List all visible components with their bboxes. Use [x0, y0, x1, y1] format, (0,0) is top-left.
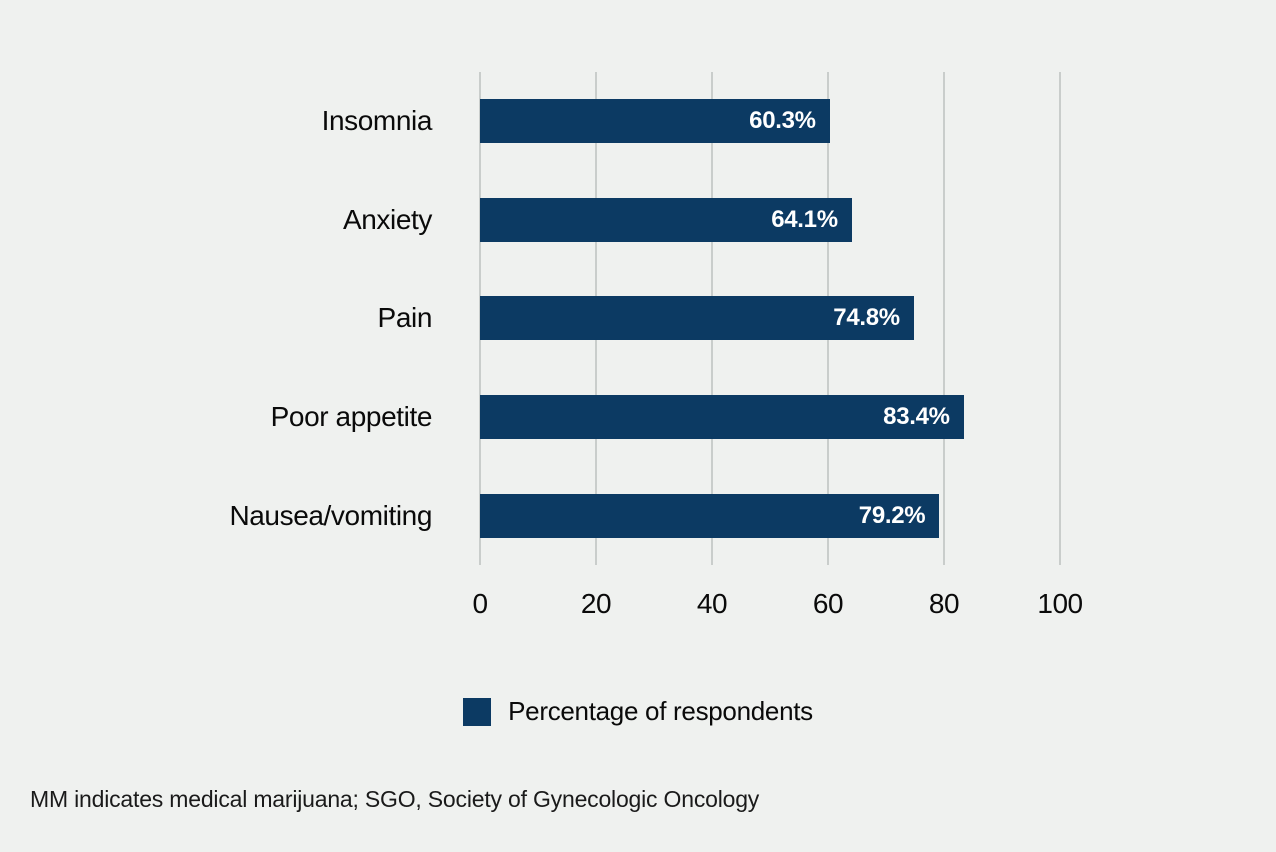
bar-nausea-vomiting: 79.2%: [480, 493, 940, 538]
category-label-poor-appetite: Poor appetite: [270, 401, 433, 433]
bar-anxiety: 64.1%: [480, 197, 852, 242]
category-label-insomnia: Insomnia: [321, 105, 433, 137]
bar-row: 60.3%: [480, 72, 1060, 171]
bar-insomnia: 60.3%: [480, 99, 830, 144]
category-label-anxiety: Anxiety: [342, 203, 432, 235]
gridline-100: [1059, 72, 1061, 565]
footnote: MM indicates medical marijuana; SGO, Soc…: [30, 786, 760, 812]
x-tick-40: 40: [696, 588, 728, 619]
bar-poor-appetite: 83.4%: [480, 395, 964, 440]
legend: Percentage of respondents: [0, 696, 1276, 727]
value-label: 74.8%: [833, 304, 900, 332]
gridline-80: [943, 72, 945, 565]
legend-swatch: [463, 697, 492, 726]
bar-row: 83.4%: [480, 368, 1060, 467]
x-tick-0: 0: [472, 588, 488, 619]
bar-rows: 60.3% 64.1% 74.8% 83.4% 79.2%: [480, 72, 1060, 565]
legend-label: Percentage of respondents: [508, 696, 813, 726]
x-tick-20: 20: [580, 588, 612, 619]
plot-area: 60.3% 64.1% 74.8% 83.4% 79.2%: [479, 72, 1061, 565]
value-label: 64.1%: [771, 205, 838, 233]
x-tick-60: 60: [812, 588, 844, 619]
x-axis-ticks: 0 20 40 60 80 100: [472, 588, 1083, 624]
bar-row: 79.2%: [480, 466, 1060, 565]
x-tick-80: 80: [928, 588, 960, 619]
value-label: 79.2%: [858, 501, 926, 529]
category-label-pain: Pain: [377, 302, 433, 334]
x-tick-100: 100: [1037, 588, 1083, 619]
value-label: 83.4%: [883, 403, 950, 431]
value-label: 60.3%: [749, 107, 816, 135]
category-label-nausea-vomiting: Nausea/vomiting: [229, 499, 432, 531]
bar-row: 74.8%: [480, 269, 1060, 368]
category-labels: Insomnia Anxiety Pain Poor appetite Naus…: [0, 72, 432, 565]
bar-pain: 74.8%: [480, 296, 914, 341]
bar-row: 64.1%: [480, 171, 1060, 270]
